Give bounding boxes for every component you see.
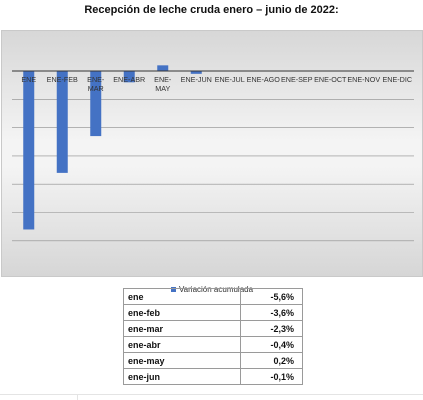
variation-cell: 0,2% bbox=[240, 352, 303, 369]
x-tick-label: ENE-MAR bbox=[87, 75, 105, 93]
footer-divider bbox=[0, 394, 423, 400]
x-tick-label: ENE-JUL bbox=[215, 75, 245, 84]
table-row: ene-abr -0,4% bbox=[123, 336, 303, 353]
table-row: ene-mar -2,3% bbox=[123, 320, 303, 337]
variation-cell: -2,3% bbox=[240, 320, 303, 337]
x-tick-label: ENE-OCT bbox=[314, 75, 347, 84]
period-cell: ene-may bbox=[123, 352, 241, 369]
period-cell: ene-feb bbox=[123, 304, 241, 321]
period-cell: ene-jun bbox=[123, 368, 241, 385]
x-tick-label: ENE-FEB bbox=[47, 75, 78, 84]
table-row: ene-may 0,2% bbox=[123, 352, 303, 369]
period-cell: ene bbox=[123, 288, 241, 305]
bar bbox=[190, 71, 202, 74]
bar bbox=[157, 65, 169, 71]
x-tick-label: ENE-SEP bbox=[281, 75, 313, 84]
variation-cell: -0,4% bbox=[240, 336, 303, 353]
table-row: ene-jun -0,1% bbox=[123, 368, 303, 385]
x-tick-label: ENE bbox=[21, 75, 36, 84]
table-row: ene -5,6% bbox=[123, 288, 303, 305]
chart-area: ENE ENE-FEB ENE-MAR ENE-ABR ENE-MAY ENE-JUN EN… bbox=[1, 30, 423, 294]
bar bbox=[90, 71, 102, 137]
x-tick-label: ENE-AGO bbox=[247, 75, 281, 84]
data-table: ene -5,6% ene-feb -3,6% ene-mar -2,3% ene-abr -… bbox=[123, 288, 303, 385]
bar bbox=[23, 71, 35, 230]
bar bbox=[56, 71, 68, 173]
period-cell: ene-mar bbox=[123, 320, 241, 337]
bar bbox=[123, 71, 135, 83]
table-row: ene-feb -3,6% bbox=[123, 304, 303, 321]
x-tick-label: ENE-JUN bbox=[181, 75, 212, 84]
chart-title: Recepción de leche cruda enero – junio d… bbox=[84, 4, 339, 16]
x-tick-label: ENE-NOV bbox=[347, 75, 380, 84]
period-cell: ene-abr bbox=[123, 336, 241, 353]
variation-cell: -5,6% bbox=[240, 288, 303, 305]
x-tick-label: ENE-DIC bbox=[382, 75, 412, 84]
x-tick-label: ENE-ABR bbox=[113, 75, 145, 84]
variation-cell: -3,6% bbox=[240, 304, 303, 321]
x-tick-label: ENE-MAY bbox=[154, 75, 172, 93]
variation-cell: -0,1% bbox=[240, 368, 303, 385]
